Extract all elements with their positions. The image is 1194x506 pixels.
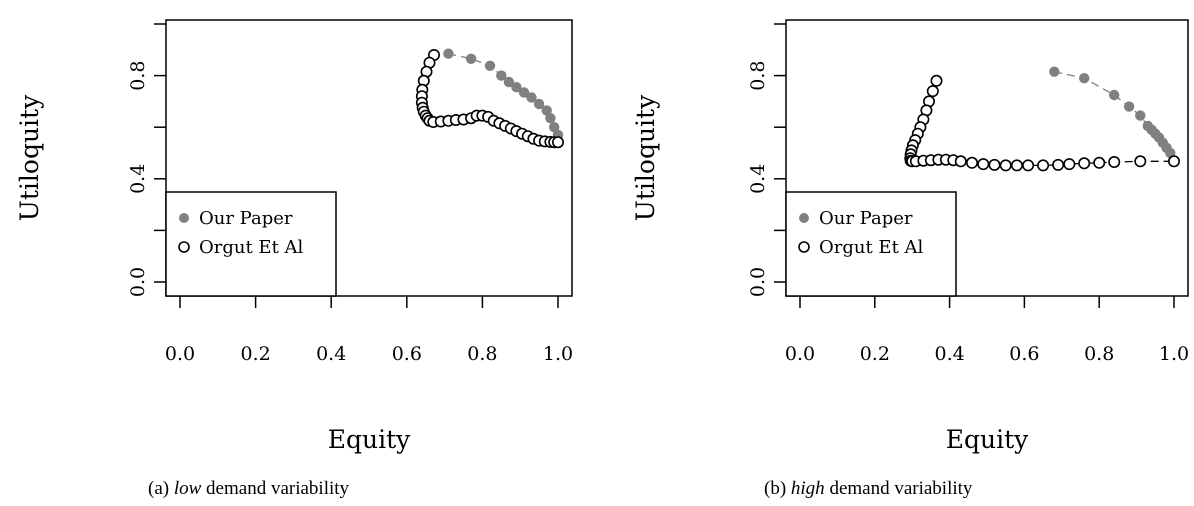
panel-b: 0.0 0.4 0.8 0.0 0.2 0.4 0.6 0.8 1.0 Equity Utiloqu… bbox=[631, 19, 1189, 454]
point-orgut-et-al bbox=[1037, 159, 1050, 172]
point-orgut-et-al bbox=[1063, 158, 1076, 171]
point-our-paper bbox=[1109, 89, 1120, 101]
point-our-paper bbox=[526, 92, 537, 103]
legend-marker bbox=[798, 241, 810, 253]
point-orgut-et-al bbox=[1134, 155, 1147, 168]
x-tick-label: 0.6 bbox=[1009, 343, 1039, 365]
x-tick-label: 0.4 bbox=[316, 343, 346, 365]
caption-a-emphasis: low bbox=[173, 478, 202, 499]
x-tick-label: 1.0 bbox=[1159, 343, 1189, 365]
point-orgut-et-al bbox=[1010, 159, 1023, 172]
point-our-paper bbox=[465, 53, 477, 64]
x-axis-title: Equity bbox=[946, 425, 1029, 454]
x-tick-label: 0.6 bbox=[392, 343, 422, 365]
caption-b-emphasis: high bbox=[790, 478, 825, 499]
legend-box bbox=[785, 191, 957, 297]
point-orgut-et-al bbox=[551, 136, 564, 149]
point-orgut-et-al bbox=[1078, 157, 1091, 170]
point-orgut-et-al bbox=[954, 155, 967, 168]
point-our-paper bbox=[511, 82, 522, 93]
legend-marker bbox=[178, 241, 190, 253]
series-group bbox=[904, 66, 1181, 172]
legend-box bbox=[165, 191, 337, 297]
point-orgut-et-al bbox=[1052, 158, 1065, 171]
point-our-paper bbox=[1135, 110, 1146, 121]
x-axis-title: Equity bbox=[328, 425, 411, 454]
panel-a: 0.0 0.4 0.8 0.0 0.2 0.4 0.6 0.8 1.0 Equity Utiloqu… bbox=[15, 19, 573, 454]
x-tick-label: 0.0 bbox=[785, 343, 815, 365]
caption-b-suffix: demand variability bbox=[824, 478, 973, 499]
x-tick-label: 0.2 bbox=[860, 343, 890, 365]
y-axis-title: Utiloquity bbox=[631, 94, 660, 221]
point-our-paper bbox=[549, 122, 560, 133]
point-orgut-et-al bbox=[1022, 159, 1035, 172]
x-tick-label: 0.8 bbox=[467, 343, 497, 365]
series-line-orgut-et-al bbox=[909, 80, 1174, 167]
point-orgut-et-al bbox=[1108, 156, 1121, 169]
y-axis-title: Utiloquity bbox=[15, 94, 44, 221]
x-tick-label: 0.2 bbox=[240, 343, 270, 365]
point-our-paper bbox=[443, 48, 454, 59]
caption-a: (a) low demand variability bbox=[148, 478, 349, 500]
legend-label: Our Paper bbox=[199, 208, 293, 229]
caption-b: (b) high demand variability bbox=[764, 478, 972, 500]
point-our-paper bbox=[545, 113, 556, 124]
point-orgut-et-al bbox=[926, 85, 939, 98]
caption-a-suffix: demand variability bbox=[201, 478, 350, 499]
y-tick-label: 0.8 bbox=[127, 60, 149, 90]
point-our-paper bbox=[533, 98, 545, 110]
point-our-paper bbox=[1049, 66, 1060, 77]
point-our-paper bbox=[1079, 73, 1090, 84]
plot-frame bbox=[785, 19, 1189, 297]
point-our-paper bbox=[496, 70, 507, 81]
series-group bbox=[415, 48, 564, 149]
series-line-our-paper bbox=[1054, 71, 1175, 161]
legend-marker bbox=[179, 213, 189, 223]
caption-b-prefix: (b) bbox=[764, 478, 791, 499]
point-orgut-et-al bbox=[1093, 156, 1106, 169]
point-our-paper bbox=[484, 60, 496, 71]
y-tick-label: 0.0 bbox=[127, 267, 149, 297]
point-orgut-et-al bbox=[988, 158, 1001, 171]
plot-frame bbox=[165, 19, 573, 297]
x-tick-label: 1.0 bbox=[543, 343, 573, 365]
y-tick-label: 0.4 bbox=[747, 164, 769, 194]
legend: Our Paper Orgut Et Al bbox=[785, 191, 957, 297]
point-orgut-et-al bbox=[1168, 155, 1181, 168]
legend-marker bbox=[799, 213, 809, 223]
point-our-paper bbox=[1123, 101, 1135, 112]
y-tick-label: 0.4 bbox=[127, 164, 149, 194]
point-orgut-et-al bbox=[965, 156, 978, 169]
x-tick-label: 0.4 bbox=[934, 343, 964, 365]
y-tick-label: 0.0 bbox=[747, 267, 769, 297]
legend-label: Orgut Et Al bbox=[819, 237, 924, 258]
x-tick-label: 0.0 bbox=[165, 343, 195, 365]
point-our-paper bbox=[518, 87, 530, 98]
x-tick-label: 0.8 bbox=[1084, 343, 1114, 365]
point-our-paper bbox=[541, 105, 552, 116]
legend-label: Orgut Et Al bbox=[199, 237, 304, 258]
caption-a-prefix: (a) bbox=[148, 478, 174, 499]
point-orgut-et-al bbox=[977, 158, 990, 171]
y-tick-label: 0.8 bbox=[747, 60, 769, 90]
point-our-paper bbox=[503, 76, 515, 88]
point-orgut-et-al bbox=[999, 159, 1012, 172]
legend-label: Our Paper bbox=[819, 208, 913, 229]
point-orgut-et-al bbox=[930, 74, 943, 87]
figure-canvas: 0.0 0.4 0.8 0.0 0.2 0.4 0.6 0.8 1.0 Equity Utiloqu… bbox=[15, 19, 1189, 454]
legend: Our Paper Orgut Et Al bbox=[165, 191, 337, 297]
